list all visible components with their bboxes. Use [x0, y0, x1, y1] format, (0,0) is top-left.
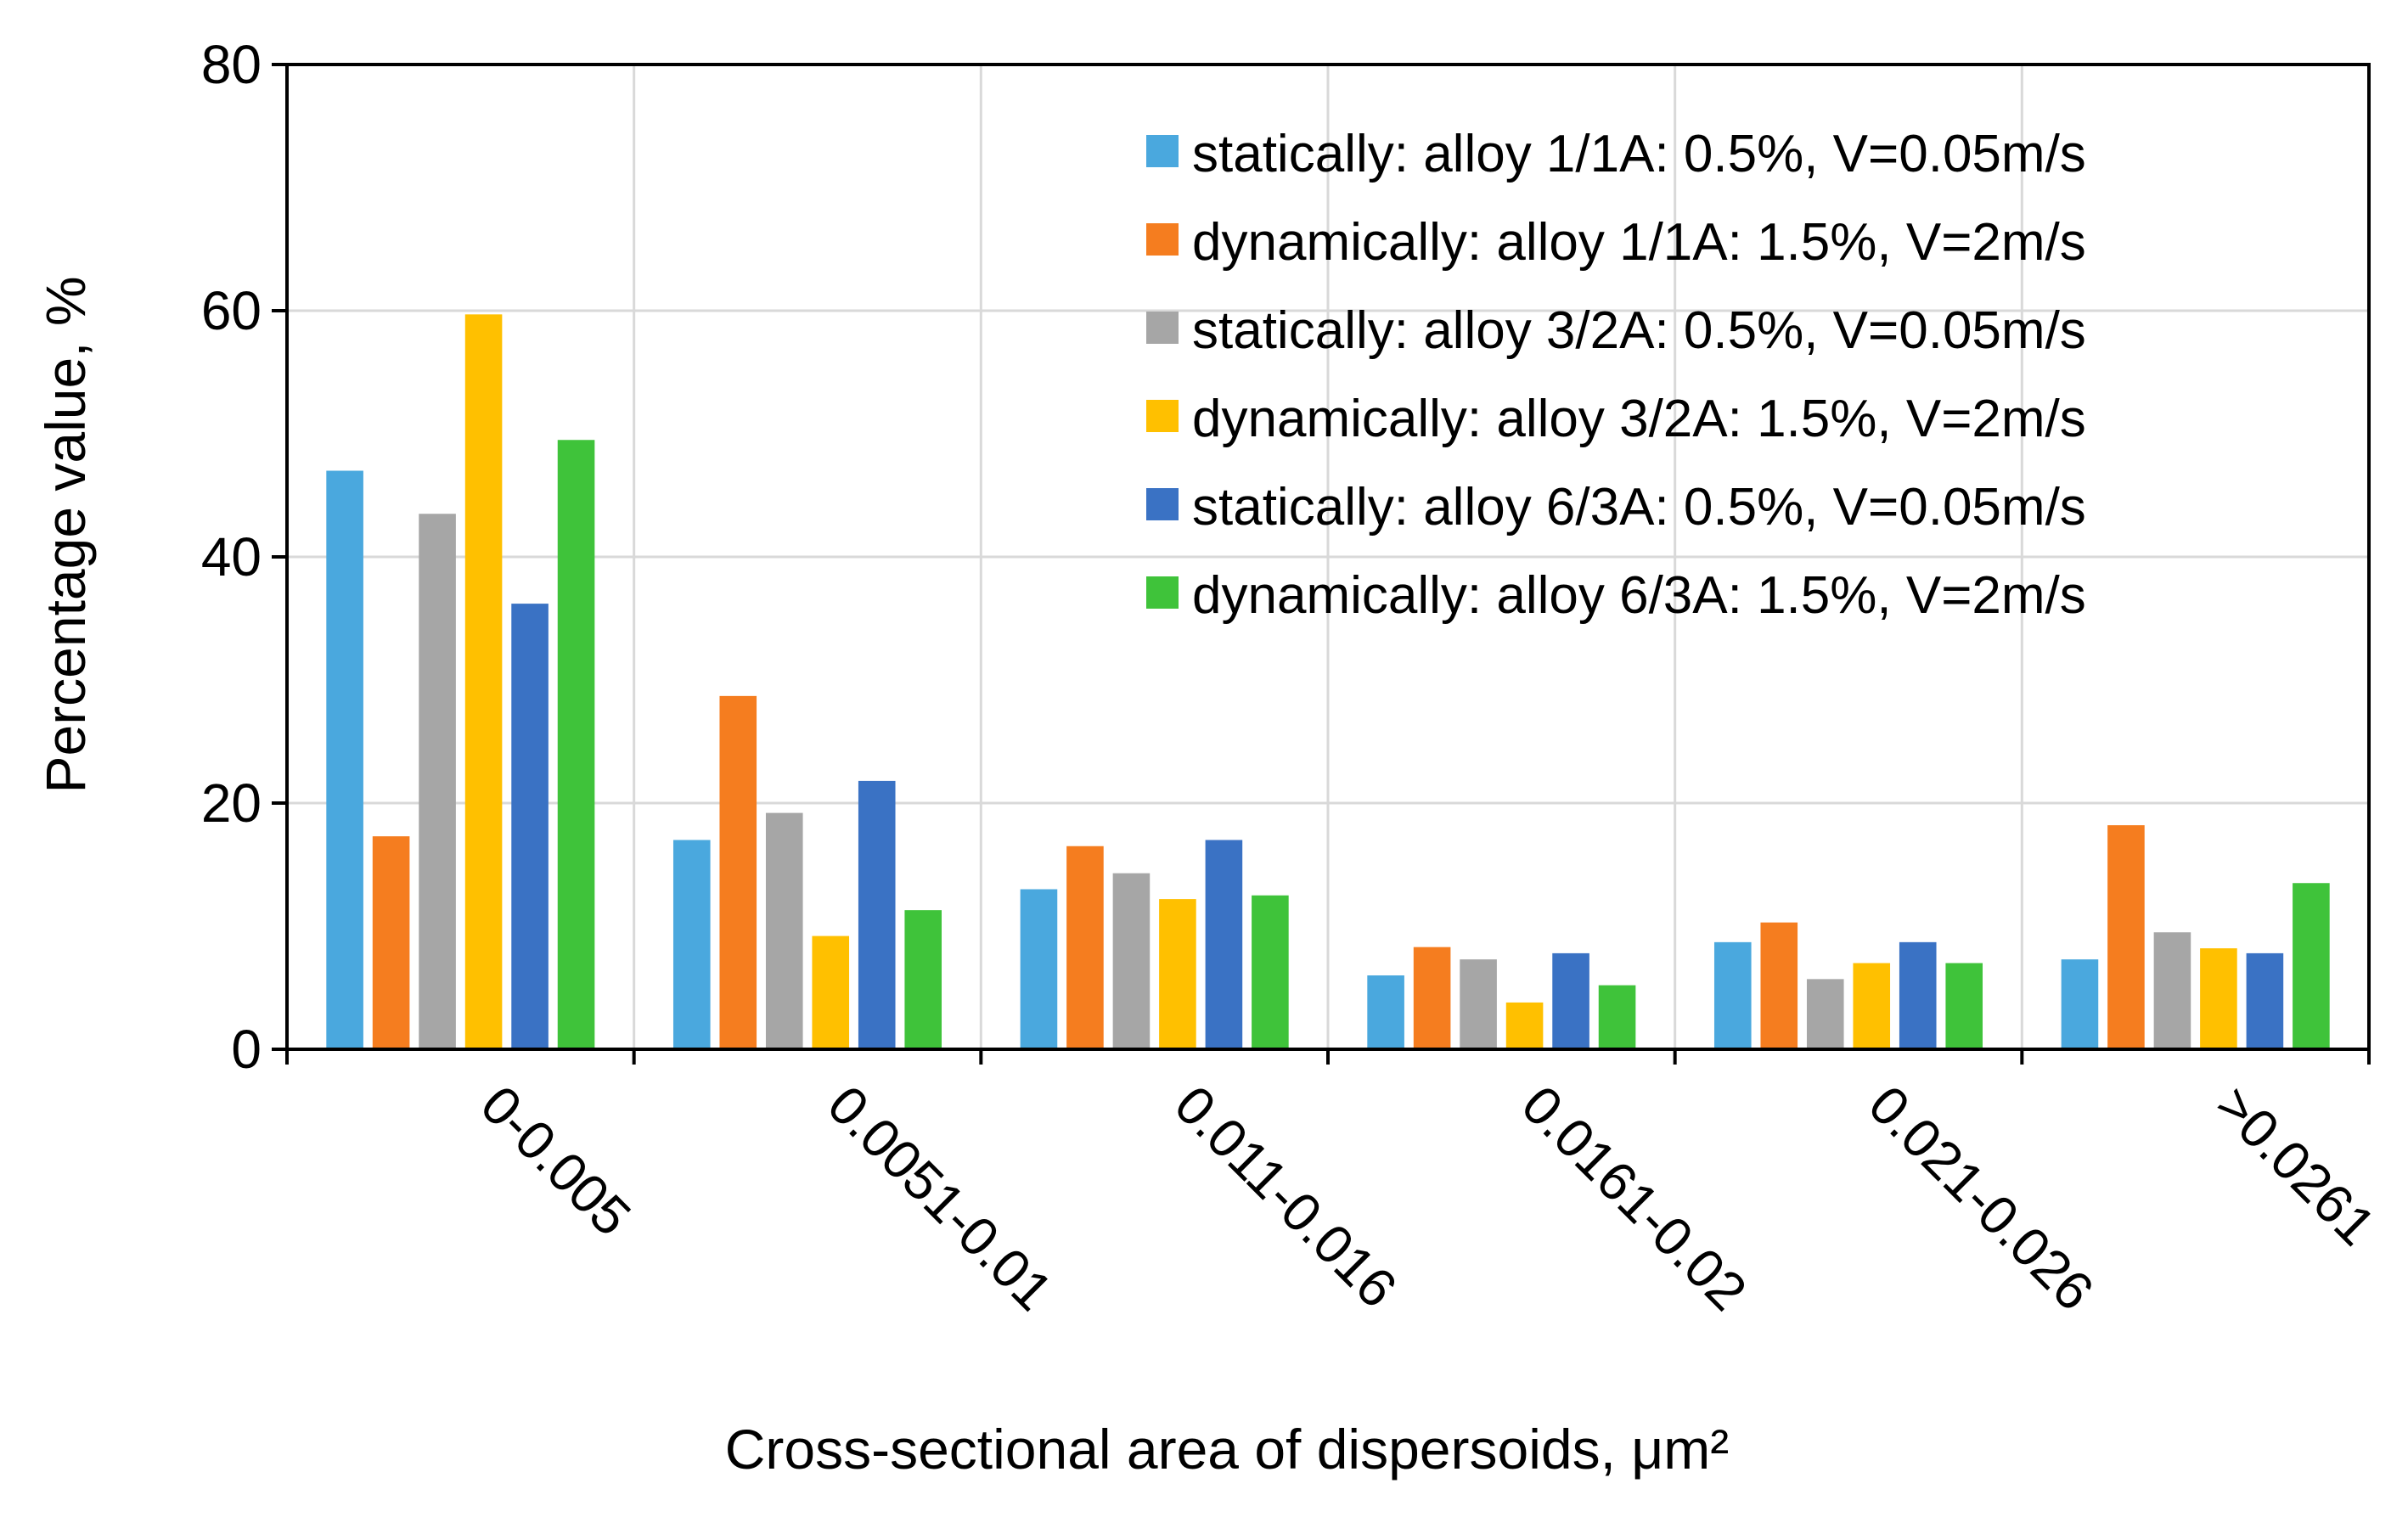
y-tick-label: 60: [201, 280, 262, 341]
x-tick-label: 0.021-0.026: [1857, 1074, 2105, 1322]
x-tick-label: 0.011-0.016: [1163, 1074, 1409, 1319]
bar: [2107, 825, 2145, 1049]
bar: [511, 604, 549, 1049]
bar: [719, 695, 757, 1049]
legend-label: dynamically: alloy 1/1A: 1.5%, V=2m/s: [1192, 213, 2086, 272]
y-tick-label: 0: [231, 1019, 262, 1080]
x-tick-label: 0-0.005: [469, 1074, 642, 1247]
legend-label: statically: alloy 1/1A: 0.5%, V=0.05m/s: [1192, 125, 2086, 183]
bar: [765, 812, 803, 1049]
bar: [1899, 941, 1937, 1049]
legend-label: statically: alloy 3/2A: 0.5%, V=0.05m/s: [1192, 301, 2086, 360]
bar: [2200, 948, 2237, 1049]
bar: [1252, 895, 1289, 1049]
legend-swatch: [1146, 135, 1179, 167]
bar: [2153, 932, 2191, 1049]
bar: [1760, 922, 1798, 1049]
bar: [1505, 1002, 1544, 1049]
y-axis-label: Percentage value, %: [34, 276, 97, 793]
y-tick-label: 80: [201, 34, 262, 95]
bar: [1367, 975, 1404, 1049]
bar: [1945, 963, 1983, 1049]
bar: [1713, 941, 1752, 1049]
gridlines: [287, 63, 2369, 1049]
bar: [858, 780, 896, 1049]
x-tick-label: >0.0261: [2204, 1074, 2388, 1257]
bar: [904, 910, 942, 1049]
bar: [812, 935, 850, 1049]
bar: [1205, 840, 1243, 1049]
bar: [419, 514, 456, 1049]
bar: [557, 440, 595, 1049]
legend-label: dynamically: alloy 6/3A: 1.5%, V=2m/s: [1192, 566, 2086, 625]
x-tick-label: 0.0051-0.01: [816, 1074, 1064, 1322]
axes: [272, 63, 2371, 1065]
bar: [2061, 959, 2099, 1049]
legend-swatch: [1146, 488, 1179, 520]
legend-swatch: [1146, 312, 1179, 344]
bar: [2246, 952, 2284, 1049]
bar: [1853, 963, 1891, 1049]
x-tick-label: 0.0161-0.02: [1510, 1074, 1758, 1322]
y-tick-label: 40: [201, 526, 262, 587]
legend-label: dynamically: alloy 3/2A: 1.5%, V=2m/s: [1192, 390, 2086, 448]
bars: [326, 314, 2330, 1050]
x-axis-label: Cross-sectional area of dispersoids, μm²: [725, 1418, 1729, 1480]
bar: [464, 314, 503, 1050]
legend-swatch: [1146, 223, 1179, 256]
bar: [1460, 959, 1497, 1049]
bar: [372, 836, 410, 1049]
bar: [2293, 883, 2330, 1049]
bar: [1066, 846, 1104, 1049]
legend-swatch: [1146, 576, 1179, 609]
bar: [1552, 952, 1589, 1049]
bar: [1598, 985, 1636, 1049]
bar: [672, 840, 711, 1049]
bar: [1159, 899, 1196, 1049]
bar: [1413, 947, 1451, 1049]
bar: [1112, 873, 1151, 1049]
bar: [326, 470, 363, 1049]
y-tick-label: 20: [201, 773, 262, 834]
legend-swatch: [1146, 400, 1179, 432]
bar: [1020, 889, 1058, 1049]
legend-label: statically: alloy 6/3A: 0.5%, V=0.05m/s: [1192, 478, 2086, 537]
bar: [1806, 979, 1844, 1049]
legend: statically: alloy 1/1A: 0.5%, V=0.05m/s d…: [1146, 125, 2086, 625]
